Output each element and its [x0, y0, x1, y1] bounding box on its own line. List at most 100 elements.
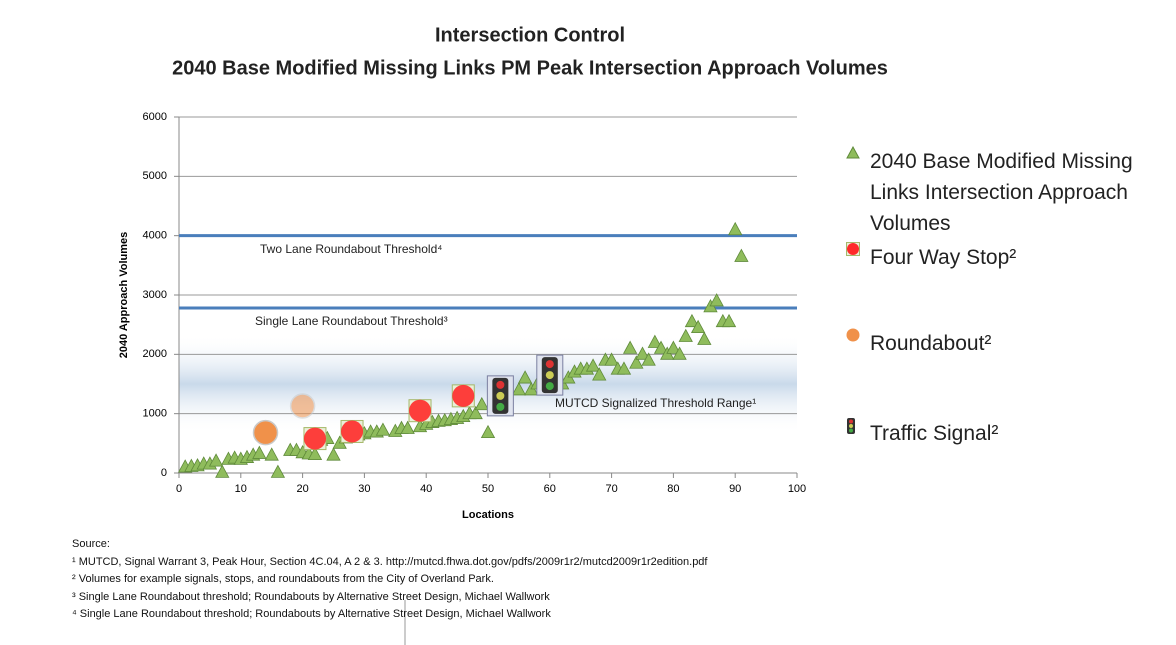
y-axis-label: 2040 Approach Volumes	[118, 232, 130, 359]
signal-lamp	[545, 371, 554, 380]
triangle-point	[653, 340, 669, 354]
y-tick-label: 1000	[143, 408, 167, 420]
x-tick-label: 100	[788, 483, 806, 495]
data-point	[252, 419, 279, 446]
source-note: ² Volumes for example signals, stops, an…	[72, 573, 494, 585]
x-tick-label: 50	[482, 483, 494, 495]
triangle-point	[604, 352, 619, 366]
data-point	[622, 340, 638, 354]
y-tick-label: 3000	[143, 289, 167, 301]
data-point	[678, 328, 693, 342]
triangle-point	[622, 340, 638, 354]
x-tick-label: 0	[176, 483, 182, 495]
triangle-point	[697, 331, 712, 345]
stop-circle	[303, 427, 326, 450]
data-point	[408, 399, 432, 423]
stop-circle	[341, 420, 364, 443]
triangle-point	[684, 313, 700, 328]
triangle-point	[375, 422, 391, 436]
x-tick-label: 80	[667, 483, 679, 495]
data-point	[697, 331, 712, 345]
triangle-point	[215, 464, 230, 478]
data-point	[208, 453, 224, 467]
data-point	[480, 424, 496, 439]
triangle-point	[585, 358, 601, 372]
x-tick-label: 90	[729, 483, 741, 495]
roundabout-circle	[252, 419, 279, 446]
stop-circle	[409, 399, 432, 422]
data-point	[303, 427, 327, 451]
band-label: MUTCD Signalized Threshold Range¹	[555, 396, 756, 410]
data-point	[486, 375, 514, 417]
legend-marker	[846, 146, 864, 177]
data-point	[270, 464, 286, 478]
data-point	[289, 393, 316, 419]
triangle-point	[666, 340, 681, 354]
source-note: ⁴ Single Lane Roundabout threshold; Roun…	[72, 608, 551, 620]
data-point	[653, 340, 669, 354]
signal-lamp	[496, 402, 505, 411]
triangle-point	[678, 328, 693, 342]
roundabout-circle	[289, 393, 316, 419]
x-tick-label: 20	[296, 483, 308, 495]
signal-lamp	[545, 382, 554, 391]
legend-entry: 2040 Base Modified Missing Links Interse…	[846, 146, 1171, 239]
triangle-point	[616, 361, 632, 375]
data-point	[400, 420, 415, 434]
legend-marker	[846, 418, 864, 449]
legend-marker	[846, 328, 864, 359]
y-tick-label: 6000	[143, 111, 167, 123]
x-tick-label: 40	[420, 483, 432, 495]
y-tick-label: 2000	[143, 348, 167, 360]
data-point	[616, 361, 632, 375]
data-point	[264, 447, 279, 461]
x-tick-label: 70	[605, 483, 617, 495]
triangle-point	[511, 382, 527, 396]
x-tick-label: 10	[235, 483, 247, 495]
triangle-point	[635, 346, 650, 360]
source-title: Source:	[72, 538, 110, 550]
data-point	[647, 334, 663, 348]
chart-subtitle: 2040 Base Modified Missing Links PM Peak…	[172, 57, 888, 79]
data-point	[592, 367, 607, 381]
triangle-point	[734, 248, 749, 262]
legend-label: Roundabout²	[870, 332, 992, 355]
triangle-point	[400, 420, 415, 434]
legend-marker	[846, 242, 864, 273]
triangle-point	[728, 221, 743, 236]
stop-circle	[452, 384, 475, 407]
signal-lamp	[496, 380, 505, 389]
data-point	[451, 384, 475, 408]
legend-label: Four Way Stop²	[870, 246, 1017, 269]
signal-lamp	[496, 391, 505, 400]
chart-title: Intersection Control	[435, 24, 625, 46]
data-point	[635, 346, 650, 360]
data-point	[709, 293, 724, 307]
data-point	[340, 419, 364, 443]
triangle-point	[592, 367, 607, 381]
data-point	[536, 354, 564, 396]
source-notes: Source: ¹ MUTCD, Signal Warrant 3, Peak …	[72, 536, 707, 624]
data-point	[666, 340, 681, 354]
data-point	[684, 313, 700, 328]
legend-label: 2040 Base Modified Missing Links Interse…	[870, 150, 1133, 235]
legend-entry: Roundabout²	[846, 328, 991, 359]
source-note: ³ Single Lane Roundabout threshold; Roun…	[72, 590, 550, 603]
y-tick-label: 4000	[143, 230, 167, 242]
legend-label: Traffic Signal²	[870, 422, 999, 445]
x-tick-label: 60	[544, 483, 556, 495]
data-point	[326, 447, 341, 461]
triangle-point	[641, 352, 656, 366]
data-point	[641, 352, 656, 366]
source-note: ¹ MUTCD, Signal Warrant 3, Peak Hour, Se…	[72, 555, 708, 568]
triangle-point	[480, 424, 496, 439]
data-point	[215, 464, 230, 478]
triangle-point	[517, 370, 533, 384]
data-point	[307, 446, 323, 461]
signal-lamp	[545, 360, 554, 369]
data-point	[721, 313, 737, 328]
x-tick-label: 30	[358, 483, 370, 495]
legend-entry: Traffic Signal²	[846, 418, 998, 449]
